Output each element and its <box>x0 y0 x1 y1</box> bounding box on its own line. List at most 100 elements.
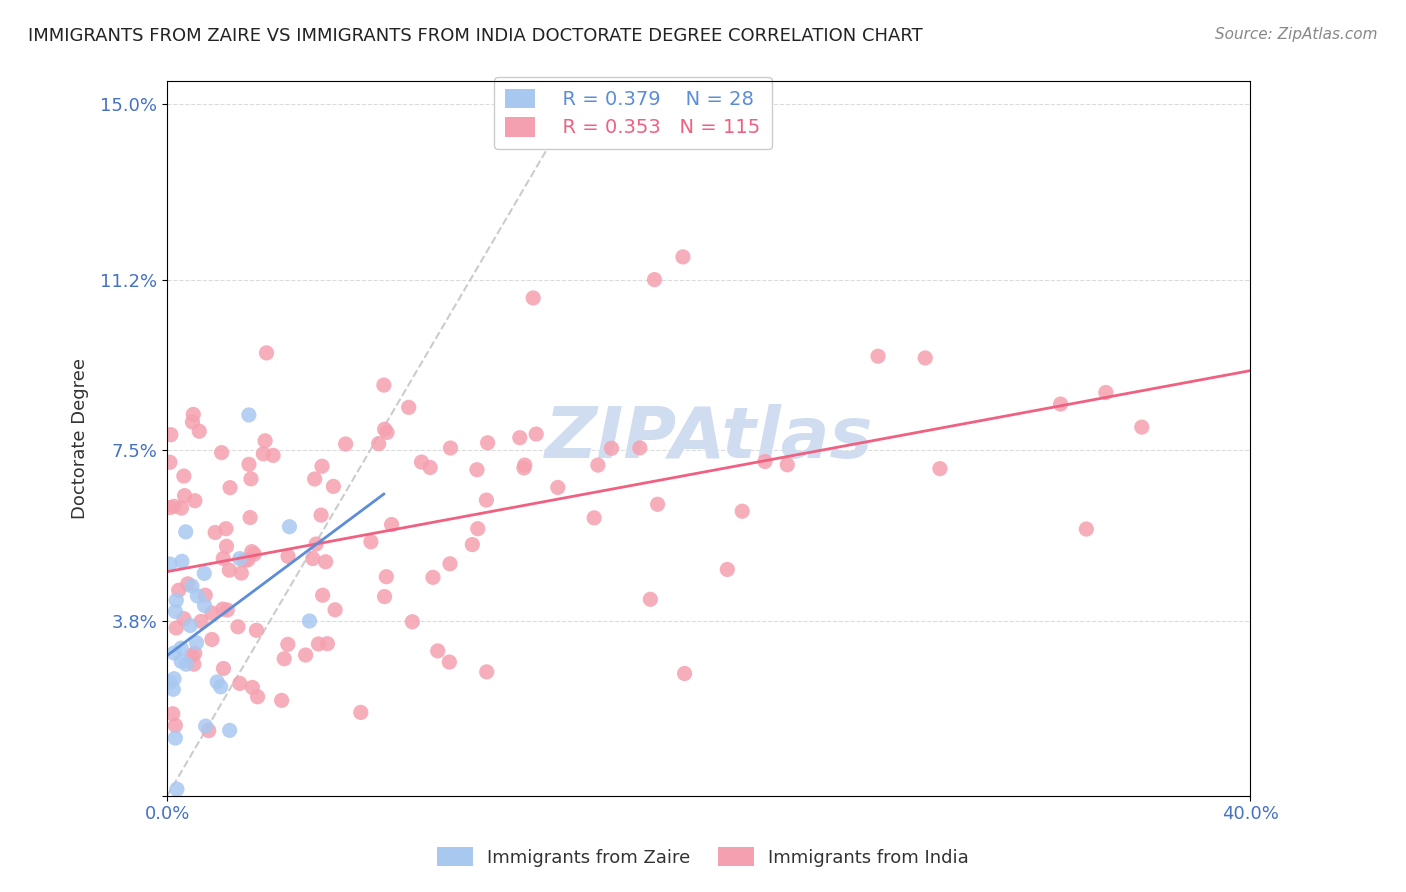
Point <box>211 445 233 459</box>
Point <box>277 549 299 564</box>
Point <box>308 637 330 651</box>
Point <box>173 612 195 626</box>
Point <box>477 435 499 450</box>
Point <box>194 588 217 602</box>
Point <box>215 539 238 553</box>
Point <box>159 557 181 571</box>
Point <box>914 351 936 365</box>
Point <box>197 723 219 738</box>
Point <box>181 408 204 422</box>
Point <box>375 425 398 440</box>
Point <box>212 551 235 566</box>
Point <box>315 555 337 569</box>
Point <box>294 648 316 662</box>
Point <box>322 479 344 493</box>
Point <box>262 448 284 462</box>
Point <box>174 657 197 672</box>
Point <box>373 590 395 604</box>
Point <box>583 511 606 525</box>
Point <box>439 441 461 455</box>
Point <box>188 424 211 438</box>
Point <box>170 554 193 568</box>
Text: ZIPAtlas: ZIPAtlas <box>544 404 873 473</box>
Point <box>233 553 256 567</box>
Point <box>218 723 240 738</box>
Point <box>304 472 326 486</box>
Point <box>419 460 441 475</box>
Point <box>229 676 252 690</box>
Point <box>278 519 301 533</box>
Point <box>239 510 262 524</box>
Point <box>240 544 263 558</box>
Point <box>298 614 321 628</box>
Point <box>229 551 252 566</box>
Point <box>170 501 193 516</box>
Point <box>254 434 277 448</box>
Point <box>256 346 278 360</box>
Point <box>159 455 181 469</box>
Point <box>426 644 449 658</box>
Y-axis label: Doctorate Degree: Doctorate Degree <box>72 358 89 519</box>
Point <box>461 537 484 551</box>
Point <box>439 655 461 669</box>
Point <box>350 706 373 720</box>
Point <box>513 458 536 472</box>
Point <box>184 646 207 660</box>
Point <box>183 657 205 672</box>
Point <box>323 603 346 617</box>
Point <box>209 680 232 694</box>
Point <box>193 599 215 613</box>
Point <box>252 447 274 461</box>
Point <box>165 621 187 635</box>
Point <box>159 675 181 690</box>
Point <box>159 427 181 442</box>
Point <box>163 500 186 514</box>
Point <box>716 562 738 576</box>
Point <box>181 579 204 593</box>
Legend: Immigrants from Zaire, Immigrants from India: Immigrants from Zaire, Immigrants from I… <box>430 840 976 874</box>
Point <box>586 458 609 472</box>
Point <box>475 665 498 679</box>
Point <box>375 570 398 584</box>
Point <box>204 525 226 540</box>
Point <box>277 637 299 651</box>
Point <box>201 606 224 620</box>
Point <box>173 469 195 483</box>
Point <box>513 461 536 475</box>
Point <box>311 459 333 474</box>
Point <box>547 480 569 494</box>
Point <box>311 588 333 602</box>
Point <box>245 624 267 638</box>
Point <box>524 427 547 442</box>
Point <box>215 522 238 536</box>
Point <box>928 461 950 475</box>
Point <box>218 563 240 577</box>
Point <box>186 589 208 603</box>
Point <box>231 566 253 580</box>
Point <box>1095 385 1118 400</box>
Point <box>301 551 323 566</box>
Point <box>1076 522 1098 536</box>
Point <box>165 718 187 732</box>
Point <box>240 472 263 486</box>
Point <box>360 534 382 549</box>
Point <box>335 437 357 451</box>
Point <box>162 682 184 697</box>
Point <box>640 592 662 607</box>
Point <box>219 481 242 495</box>
Point <box>165 605 187 619</box>
Point <box>173 489 195 503</box>
Point <box>243 547 266 561</box>
Point <box>167 583 190 598</box>
Point <box>201 632 224 647</box>
Point <box>217 603 239 617</box>
Point <box>600 442 623 456</box>
Point <box>270 693 292 707</box>
Point <box>165 731 187 745</box>
Point <box>439 557 461 571</box>
Point <box>467 522 489 536</box>
Point <box>163 672 186 686</box>
Point <box>159 500 181 515</box>
Point <box>401 615 423 629</box>
Point <box>776 458 799 472</box>
